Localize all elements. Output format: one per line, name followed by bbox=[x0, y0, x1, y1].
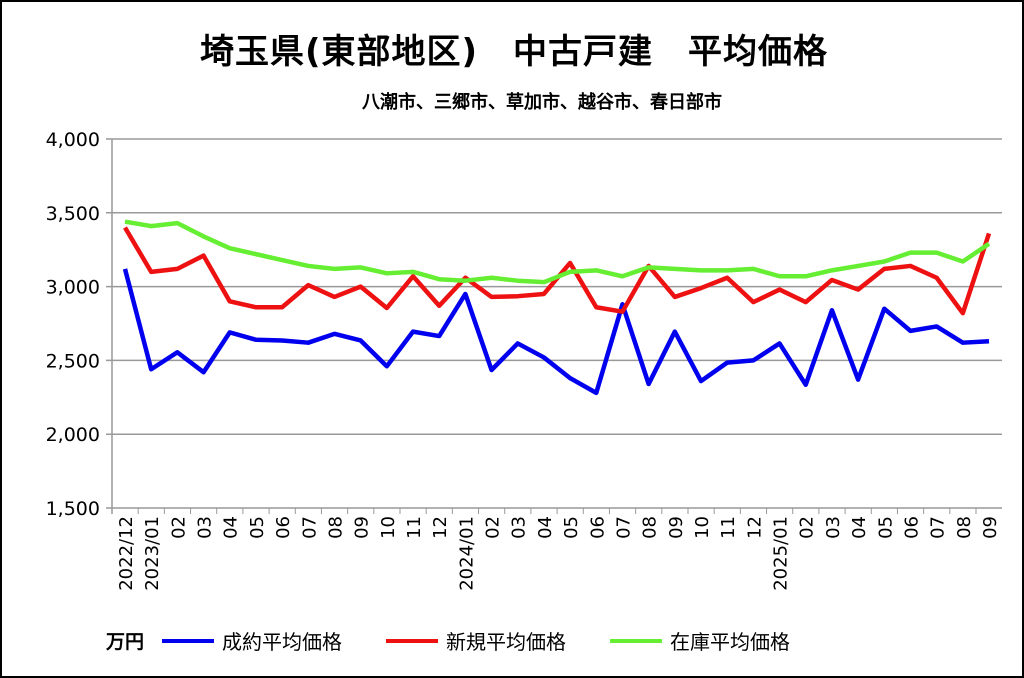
y-tick-label: 4,000 bbox=[46, 129, 100, 151]
x-tick-label: 05 bbox=[561, 516, 582, 539]
legend-item-new: 新規平均価格 bbox=[386, 626, 566, 655]
x-tick-label: 03 bbox=[823, 516, 844, 539]
chart-title: 埼玉県(東部地区) 中古戸建 平均価格 bbox=[199, 32, 829, 72]
x-tick-label: 08 bbox=[954, 516, 975, 539]
x-tick-label: 11 bbox=[718, 516, 739, 539]
x-tick-label: 04 bbox=[849, 516, 870, 539]
x-tick-label: 2022/12 bbox=[116, 516, 137, 591]
chart-subtitle: 八潮市、三郷市、草加市、越谷市、春日部市 bbox=[362, 92, 722, 113]
x-tick-label: 02 bbox=[483, 516, 504, 539]
x-tick-label: 07 bbox=[613, 516, 634, 539]
legend-label: 成約平均価格 bbox=[222, 630, 343, 654]
y-tick-label: 3,500 bbox=[46, 203, 100, 225]
x-tick-label: 09 bbox=[980, 516, 1001, 539]
x-tick-label: 09 bbox=[666, 516, 687, 539]
x-tick-label: 04 bbox=[535, 516, 556, 539]
x-tick-label: 10 bbox=[378, 516, 399, 539]
x-tick-label: 02 bbox=[797, 516, 818, 539]
x-tick-label: 03 bbox=[195, 516, 216, 539]
x-tick-label: 07 bbox=[928, 516, 949, 539]
legend-item-stock: 在庫平均価格 bbox=[610, 626, 790, 655]
x-tick-label: 03 bbox=[509, 516, 530, 539]
x-tick-label: 06 bbox=[901, 516, 922, 539]
x-tick-label: 06 bbox=[587, 516, 608, 539]
y-tick-label: 1,500 bbox=[46, 498, 100, 520]
x-tick-label: 12 bbox=[430, 516, 451, 539]
x-tick-label: 06 bbox=[273, 516, 294, 539]
legend: 万円 成約平均価格 新規平均価格 在庫平均価格 bbox=[106, 626, 834, 655]
x-tick-label: 02 bbox=[168, 516, 189, 539]
x-tick-label: 08 bbox=[640, 516, 661, 539]
unit-label: 万円 bbox=[106, 631, 145, 653]
x-tick-label: 09 bbox=[352, 516, 373, 539]
legend-swatch bbox=[386, 638, 439, 643]
legend-item-contract: 成約平均価格 bbox=[162, 626, 342, 655]
y-tick-label: 2,500 bbox=[46, 350, 100, 372]
legend-label: 新規平均価格 bbox=[446, 630, 567, 654]
x-tick-label: 11 bbox=[404, 516, 425, 539]
legend-swatch bbox=[162, 638, 215, 643]
x-tick-label: 2024/01 bbox=[456, 516, 477, 591]
y-tick-label: 3,000 bbox=[46, 277, 100, 299]
x-tick-label: 07 bbox=[299, 516, 320, 539]
x-tick-label: 10 bbox=[692, 516, 713, 539]
series-line bbox=[123, 226, 992, 316]
x-tick-label: 2025/01 bbox=[771, 516, 792, 591]
x-tick-label: 05 bbox=[247, 516, 268, 539]
x-tick-label: 2023/01 bbox=[142, 516, 163, 591]
legend-swatch bbox=[610, 638, 663, 643]
x-tick-label: 05 bbox=[875, 516, 896, 539]
x-tick-label: 04 bbox=[221, 516, 242, 539]
series-line bbox=[122, 268, 990, 396]
series-line bbox=[124, 219, 991, 285]
y-tick-label: 2,000 bbox=[46, 424, 100, 446]
legend-label: 在庫平均価格 bbox=[670, 630, 791, 654]
x-tick-label: 12 bbox=[744, 516, 765, 539]
x-tick-label: 08 bbox=[325, 516, 346, 539]
